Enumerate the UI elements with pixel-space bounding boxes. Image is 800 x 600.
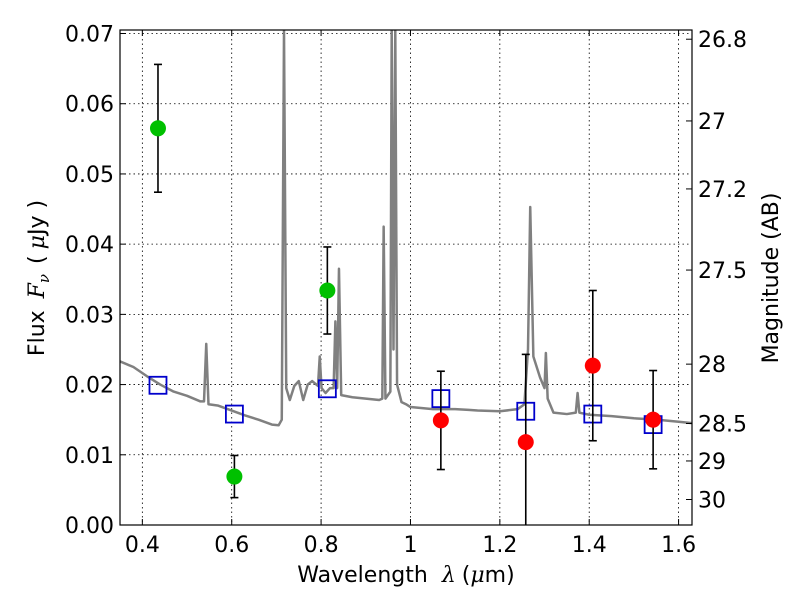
y2-tick-label: 28.5 [698, 413, 747, 438]
green-data-point [319, 282, 336, 299]
green-data-point [226, 468, 243, 485]
y2-tick-label: 28 [698, 353, 726, 378]
x-tick-label: 1.6 [661, 533, 696, 558]
y-tick-label: 0.01 [65, 444, 114, 469]
y-axis-title-open: ( [25, 255, 50, 264]
x-axis-title-mu: μ [470, 563, 484, 588]
grid-lines [120, 30, 692, 525]
y-axis-title-unit: Jy ) [25, 200, 50, 237]
y2-tick-label: 29 [698, 450, 726, 475]
y-tick-label: 0.00 [65, 514, 114, 539]
marker-layer [148, 63, 663, 525]
y2-axis-title: Magnitude (AB) [759, 193, 784, 364]
x-tick-label: 0.4 [125, 533, 160, 558]
x-tick-label: 1.4 [572, 533, 607, 558]
red-data-point [517, 434, 534, 451]
y-axis-title-symbol: F [25, 282, 50, 299]
x-axis-title-unit: m) [485, 563, 515, 588]
y2-tick-label: 27.5 [698, 259, 747, 284]
green-data-point [149, 120, 166, 137]
y2-tick-label: 30 [698, 489, 726, 514]
model-photometry-square [148, 375, 168, 395]
model-spectrum-line [120, 30, 692, 427]
x-tick-label: 1.2 [482, 533, 517, 558]
model-photometry-square [224, 404, 244, 424]
red-data-point [432, 412, 449, 429]
x-axis-title-symbol: λ [441, 563, 456, 588]
x-axis-title-text: Wavelength [297, 563, 428, 588]
y-tick-label: 0.04 [65, 233, 114, 258]
x-tick-label: 0.6 [214, 533, 249, 558]
y-tick-label: 0.06 [65, 93, 114, 118]
x-tick-label: 0.8 [304, 533, 339, 558]
red-data-point [645, 411, 662, 428]
spectrum-layer [120, 30, 692, 427]
red-data-point [584, 357, 601, 374]
y2-tick-label: 27.2 [698, 178, 747, 203]
tick-layer: 0.4 0.6 0.8 1 1.2 1.4 1.6 0.00 0.01 0.02 0.03 0.04 0… [65, 23, 747, 558]
y-axis-title-subscript: ν [35, 274, 53, 283]
x-tick-label: 1 [403, 533, 417, 558]
y-axis-title-mu: μ [25, 235, 50, 249]
y-tick-label: 0.02 [65, 374, 114, 399]
y2-tick-label: 27 [698, 110, 726, 135]
y-tick-label: 0.07 [65, 23, 114, 48]
model-photometry-square [317, 379, 337, 399]
x-axis-title-open: ( [462, 563, 471, 588]
y-tick-label: 0.03 [65, 303, 114, 328]
y2-tick-label: 26.8 [698, 28, 747, 53]
y-axis-title: Flux Fν ( μJy ) [25, 200, 53, 356]
plot-frame [119, 29, 693, 526]
y-tick-label: 0.05 [65, 163, 114, 188]
y-axis-title-text: Flux [25, 310, 50, 356]
x-axis-title: Wavelength λ (μm) [297, 563, 514, 588]
